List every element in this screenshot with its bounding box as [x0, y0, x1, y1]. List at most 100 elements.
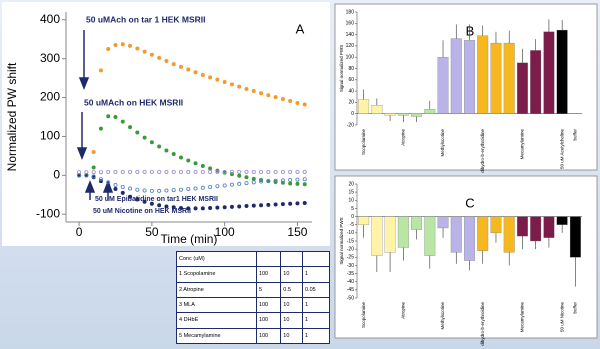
data-point	[200, 163, 205, 168]
data-point	[142, 169, 147, 174]
bar	[371, 216, 383, 256]
y-tick-label: 300	[40, 51, 60, 65]
table-cell: 5	[255, 281, 282, 298]
data-point	[128, 169, 133, 174]
data-point	[128, 125, 133, 130]
x-tick-label: Atropine	[401, 302, 406, 319]
bar	[384, 113, 396, 116]
data-point	[222, 169, 227, 174]
x-tick-label: Methylscotine	[440, 302, 445, 330]
data-point	[84, 173, 89, 178]
table-cell: 3 MLA	[176, 296, 257, 314]
y-tick-label: -100	[36, 206, 60, 220]
data-point	[120, 119, 125, 124]
table-cell: 100	[255, 312, 282, 329]
data-point	[178, 169, 183, 174]
data-point	[237, 181, 242, 186]
table-cell: 10	[280, 266, 303, 283]
bar	[530, 216, 542, 242]
data-point	[208, 184, 213, 189]
y-tick-label: -40	[347, 279, 354, 285]
data-point	[157, 144, 162, 149]
data-point	[120, 190, 125, 195]
data-point	[215, 205, 220, 210]
data-point	[164, 204, 169, 209]
bar	[464, 216, 475, 261]
table-cell: 10	[280, 327, 303, 345]
data-point	[208, 75, 213, 80]
x-tick-label: dihydro-b-erythroidine	[480, 129, 485, 173]
y-tick-label: -35	[347, 271, 354, 277]
data-point	[157, 188, 162, 193]
bar	[411, 113, 423, 117]
table-cell: 1	[302, 266, 330, 283]
data-point	[280, 169, 285, 174]
data-point	[178, 155, 183, 160]
data-point	[178, 187, 183, 192]
data-point	[135, 187, 140, 192]
x-tick-label: Scopolamine	[361, 129, 366, 156]
y-tick-label: 40	[348, 88, 354, 94]
table-cell: 0.5	[280, 281, 303, 298]
data-point	[186, 169, 191, 174]
y-tick-label: -25	[347, 255, 354, 261]
bar	[556, 29, 568, 114]
x-tick-label: Scopolamine	[361, 302, 366, 329]
y-tick-label: -10	[347, 230, 354, 236]
data-point	[273, 178, 278, 183]
bar	[411, 216, 423, 230]
y-tick-label: 120	[346, 43, 355, 49]
data-point	[91, 165, 96, 170]
y-tick-label: 60	[348, 77, 354, 83]
data-point	[193, 161, 198, 166]
data-point	[237, 169, 242, 174]
y-tick-label: 0	[351, 214, 354, 220]
data-point	[193, 70, 198, 75]
bar	[424, 216, 436, 256]
bar	[516, 62, 528, 114]
y-tick-label: 100	[346, 55, 355, 61]
data-point	[200, 169, 205, 174]
y-tick-label: 180	[346, 9, 355, 15]
data-point	[135, 197, 140, 202]
y-tick-label: 5	[351, 206, 354, 212]
table-cell: 1	[302, 296, 330, 314]
data-point	[200, 73, 205, 78]
data-point	[259, 169, 264, 174]
data-point	[222, 183, 227, 188]
x-tick-label: dihydro-b-erythroidine	[480, 302, 485, 346]
table-cell: 1	[302, 312, 330, 329]
data-point	[251, 169, 256, 174]
data-point	[251, 176, 256, 181]
data-point	[280, 202, 285, 207]
x-axis-title: Time (min)	[161, 232, 218, 246]
bar	[516, 216, 528, 237]
y-tick-label: 0	[351, 111, 354, 117]
annotation: 50 uM Epibatidine on tar1 HEK MSRII	[95, 196, 218, 203]
x-tick-label: buffer	[573, 302, 578, 314]
data-point	[98, 126, 103, 131]
data-point	[208, 169, 213, 174]
bar	[437, 57, 449, 114]
data-point	[302, 102, 307, 107]
y-tick-label: -20	[347, 246, 354, 252]
x-tick-label: Mecamylamine	[520, 129, 525, 160]
data-point	[193, 169, 198, 174]
data-point	[259, 203, 264, 208]
data-point	[149, 169, 154, 174]
data-point	[91, 174, 96, 179]
y-axis-title: Signal normalized PWS	[339, 217, 344, 264]
data-point	[128, 194, 133, 199]
x-tick-label: 50 uM Nicotine	[559, 302, 564, 333]
data-point	[186, 206, 191, 211]
data-point	[106, 46, 111, 51]
panel-label: A	[296, 21, 305, 36]
data-point	[266, 179, 271, 184]
data-point	[280, 178, 285, 183]
y-tick-label: 20	[348, 100, 354, 106]
data-point	[288, 169, 293, 174]
data-point	[266, 169, 271, 174]
table-cell: 4 DHbE	[176, 312, 257, 329]
